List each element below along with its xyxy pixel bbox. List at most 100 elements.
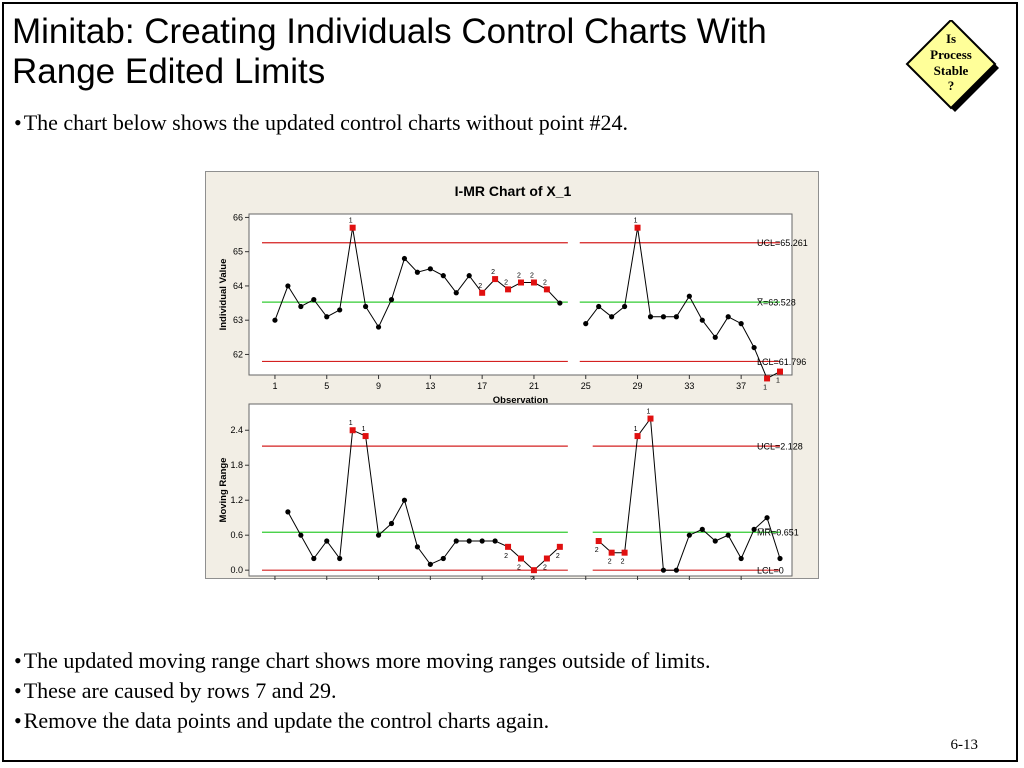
moving-range-data-point bbox=[751, 526, 757, 532]
badge-line-1: Is bbox=[946, 31, 956, 46]
individuals-x-tick-label: 29 bbox=[633, 381, 643, 391]
slide-title-line-2: Range Edited Limits bbox=[12, 52, 326, 91]
moving-range-y-tick-label: 1.2 bbox=[230, 495, 243, 505]
individuals-data-point bbox=[272, 317, 278, 323]
moving-range-data-point bbox=[337, 555, 343, 562]
individuals-flagged-point bbox=[492, 276, 499, 283]
individuals-x-tick-label: 21 bbox=[529, 381, 539, 391]
individuals-plot-area bbox=[248, 213, 793, 376]
individuals-flagged-point bbox=[764, 375, 771, 382]
individuals-flag-label: 2 bbox=[491, 269, 495, 276]
individuals-data-point bbox=[285, 283, 291, 289]
moving-range-flagged-point bbox=[595, 538, 602, 545]
individuals-y-tick-label: 62 bbox=[233, 349, 243, 359]
individuals-flagged-point bbox=[530, 279, 537, 286]
individuals-lcl-label: LCL=61.796 bbox=[757, 357, 806, 367]
individuals-flag-label: 1 bbox=[634, 218, 638, 225]
individuals-data-point bbox=[673, 314, 679, 320]
individuals-flagged-point bbox=[543, 286, 550, 293]
individuals-data-point bbox=[375, 324, 382, 330]
moving-range-y-axis-label: Moving Range bbox=[218, 458, 229, 523]
individuals-x-tick-label: 1 bbox=[272, 381, 277, 391]
individuals-data-point bbox=[311, 297, 317, 303]
moving-range-flag-label: 1 bbox=[634, 426, 638, 433]
individuals-flagged-point bbox=[634, 224, 641, 231]
moving-range-data-point bbox=[375, 532, 382, 538]
moving-range-data-point bbox=[311, 555, 317, 562]
individuals-data-point bbox=[647, 314, 654, 320]
individuals-data-point bbox=[557, 300, 563, 306]
moving-range-data-point bbox=[466, 538, 472, 544]
individuals-data-point bbox=[712, 334, 718, 340]
moving-range-flag-label: 2 bbox=[595, 547, 599, 554]
moving-range-data-point bbox=[440, 555, 446, 562]
badge-line-4: ? bbox=[948, 78, 955, 93]
individuals-data-point bbox=[583, 321, 589, 327]
imr-chart-panel: I-MR Chart of X_1 UCL=65.261 X̅=63.528 LCL=… bbox=[205, 171, 819, 580]
bullet-bottom-3-text: Remove the data points and update the co… bbox=[23, 708, 550, 733]
individuals-data-point bbox=[427, 266, 433, 272]
individuals-data-point bbox=[725, 314, 731, 320]
individuals-data-point bbox=[337, 307, 343, 313]
individuals-data-point bbox=[401, 255, 408, 262]
individuals-data-point bbox=[609, 314, 615, 320]
moving-range-flag-label: 2 bbox=[556, 553, 560, 560]
moving-range-center-label: M̅R̅=0.651 bbox=[757, 528, 799, 538]
individuals-flag-label: 2 bbox=[543, 279, 547, 286]
moving-range-data-point bbox=[492, 538, 498, 544]
individuals-flag-label: 2 bbox=[478, 283, 482, 290]
bullet-marker: • bbox=[14, 678, 22, 703]
individuals-center-label: X̅=63.528 bbox=[757, 298, 796, 308]
bullet-bottom-2: •These are caused by rows 7 and 29. bbox=[14, 678, 336, 704]
moving-range-flagged-point bbox=[518, 555, 524, 562]
moving-range-flagged-point bbox=[621, 549, 628, 556]
moving-range-data-point bbox=[285, 509, 291, 515]
moving-range-data-point bbox=[298, 532, 304, 538]
slide-title: Minitab: Creating Individuals Control Ch… bbox=[12, 12, 892, 92]
individuals-x-tick-label: 17 bbox=[477, 381, 487, 391]
moving-range-data-point bbox=[725, 532, 731, 538]
individuals-flag-label: 2 bbox=[530, 273, 534, 280]
moving-range-flag-label: 2 bbox=[504, 553, 508, 560]
individuals-y-tick-label: 63 bbox=[233, 315, 243, 325]
bullet-bottom-1-text: The updated moving range chart shows mor… bbox=[23, 648, 711, 673]
moving-range-flagged-point bbox=[634, 433, 641, 440]
moving-range-flag-label: 2 bbox=[621, 559, 625, 566]
moving-range-flagged-point bbox=[530, 567, 537, 574]
moving-range-flag-label: 2 bbox=[543, 565, 547, 572]
moving-range-flagged-point bbox=[543, 555, 550, 562]
individuals-data-point bbox=[363, 303, 369, 310]
moving-range-y-tick-label: 2.4 bbox=[230, 425, 243, 435]
moving-range-data-point bbox=[764, 515, 770, 521]
moving-range-y-tick-label: 0.6 bbox=[230, 530, 243, 540]
moving-range-plot-area bbox=[248, 403, 793, 577]
moving-range-flagged-point bbox=[349, 427, 356, 434]
moving-range-data-point bbox=[660, 567, 667, 573]
individuals-x-tick-label: 9 bbox=[376, 381, 381, 391]
individuals-flagged-point bbox=[777, 368, 783, 375]
individuals-data-point bbox=[738, 321, 744, 327]
slide-title-line-1: Minitab: Creating Individuals Control Ch… bbox=[12, 12, 767, 51]
individuals-x-axis-label: Observation bbox=[493, 395, 549, 406]
moving-range-data-point bbox=[324, 538, 330, 544]
moving-range-flag-label: 1 bbox=[362, 426, 366, 433]
moving-range-series-line bbox=[287, 429, 561, 571]
bullet-marker: • bbox=[14, 648, 22, 673]
individuals-y-tick-label: 64 bbox=[233, 281, 243, 291]
individuals-data-point bbox=[414, 269, 420, 275]
badge-line-3: Stable bbox=[934, 63, 969, 78]
individuals-y-tick-label: 66 bbox=[233, 212, 243, 222]
individuals-x-tick-label: 33 bbox=[684, 381, 694, 391]
moving-range-data-point bbox=[388, 520, 395, 527]
individuals-flag-label: 1 bbox=[349, 218, 353, 225]
individuals-x-tick-label: 37 bbox=[736, 381, 746, 391]
individuals-flagged-point bbox=[349, 224, 356, 231]
bullet-marker: • bbox=[14, 708, 22, 733]
individuals-data-point bbox=[686, 293, 692, 299]
badge-line-2: Process bbox=[930, 47, 972, 62]
moving-range-flag-label: 1 bbox=[349, 420, 353, 427]
individuals-data-point bbox=[660, 314, 667, 320]
chart-title: I-MR Chart of X_1 bbox=[455, 183, 572, 199]
moving-range-flagged-point bbox=[608, 549, 615, 556]
individuals-ucl-label: UCL=65.261 bbox=[757, 238, 808, 248]
